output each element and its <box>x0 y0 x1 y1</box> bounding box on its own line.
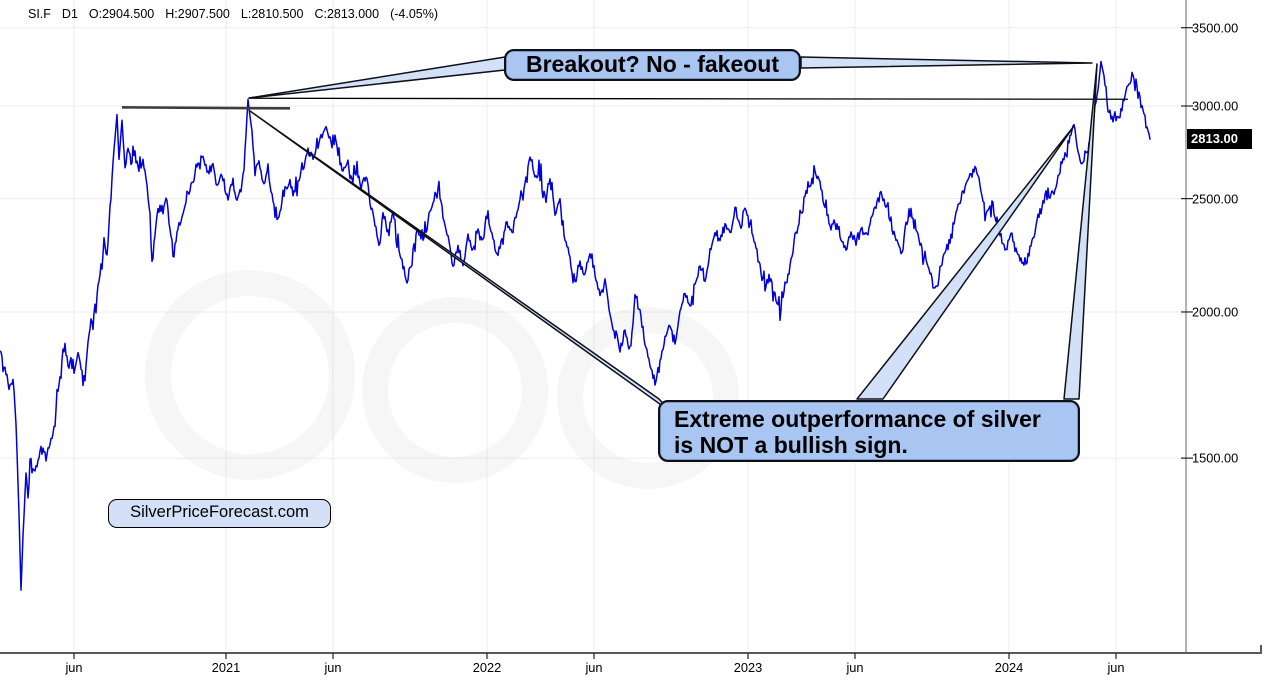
time-axis-label: 2023 <box>733 660 763 675</box>
current-price-value: 2813.00 <box>1191 130 1238 146</box>
breakout-annotation[interactable]: Breakout? No - fakeout <box>504 49 801 81</box>
breakout-to-2024-peak <box>800 56 1093 69</box>
low-value: L:2810.500 <box>240 7 304 21</box>
open-value: O:2904.500 <box>88 7 155 21</box>
price-axis-label: 3000.00 <box>1192 98 1239 114</box>
time-axis-label: jun <box>585 660 603 675</box>
time-axis-label: jun <box>846 660 864 675</box>
outperf-to-2021-peak <box>249 110 672 413</box>
site-watermark-badge[interactable]: SilverPriceForecast.com <box>108 499 331 528</box>
high-value: H:2907.500 <box>165 7 230 21</box>
outperf-to-may2024-peak <box>1063 63 1098 400</box>
background-watermark <box>145 270 355 480</box>
breakout-annotation-text: Breakout? No - fakeout <box>525 51 780 77</box>
timeframe-label: D1 <box>61 7 78 21</box>
time-axis-label: 2022 <box>472 660 502 675</box>
time-axis-label: jun <box>65 660 83 675</box>
price-axis-label: 2000.00 <box>1192 304 1239 320</box>
current-price-tag: 2813.00 <box>1187 128 1252 149</box>
site-watermark-text: SilverPriceForecast.com <box>130 503 309 521</box>
breakout-to-2021-peak <box>248 56 506 99</box>
price-axis-label: 3500.00 <box>1192 20 1239 36</box>
background-watermark <box>362 297 548 483</box>
outperf-to-apr2024-high <box>856 125 1075 400</box>
change-percent: (-4.05%) <box>390 7 439 21</box>
outperformance-annotation-line1: Extreme outperformance of silver <box>674 406 1041 432</box>
price-axis-label: 1500.00 <box>1192 450 1239 466</box>
background-watermark <box>557 307 739 489</box>
close-value: C:2813.000 <box>314 7 380 21</box>
outperformance-annotation-line2: is NOT a bullish sign. <box>674 432 908 458</box>
breakout-level-extended <box>248 97 1129 100</box>
time-axis-label: jun <box>324 660 342 675</box>
time-axis-label: 2024 <box>994 660 1024 675</box>
symbol-label: SI.F <box>28 7 51 21</box>
time-axis-label: 2021 <box>211 660 241 675</box>
price-axis-label: 2500.00 <box>1192 191 1239 207</box>
time-axis-label: jun <box>1107 660 1125 675</box>
outperformance-annotation[interactable]: Extreme outperformance of silver is NOT … <box>658 400 1080 462</box>
chart-header: SI.F D1 O:2904.500 H:2907.500 L:2810.500 C:28… <box>28 7 449 21</box>
resistance-2020-2021 <box>121 106 291 110</box>
price-line <box>0 60 1151 591</box>
